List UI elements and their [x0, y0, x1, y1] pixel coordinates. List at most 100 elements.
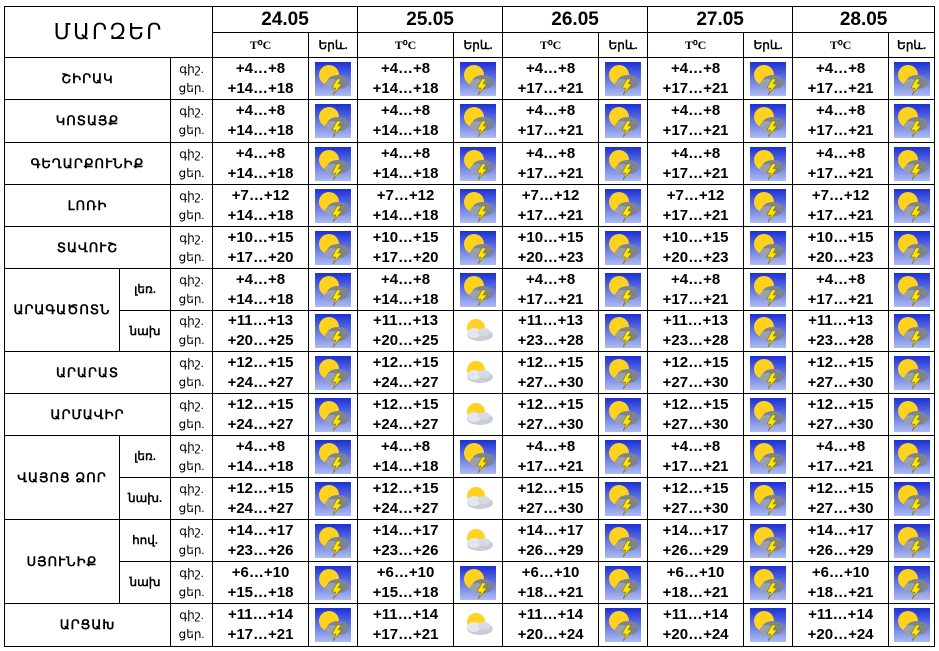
thunderstorm-sun-icon [605, 146, 642, 181]
thunderstorm-sun-icon [315, 230, 352, 265]
partly-cloudy-icon [460, 524, 496, 558]
temperature-cell: +14…+17 +26…+29 [792, 519, 890, 562]
time-of-day-labels: գիշ. ցեր. [169, 99, 214, 143]
thunderstorm-sun-icon [893, 188, 930, 223]
thunderstorm-sun-icon [893, 230, 930, 265]
weather-column-header: Երև. [888, 32, 936, 58]
night-label: գիշ. [179, 565, 204, 580]
temperature-cell: +12…+15 +27…+30 [792, 477, 890, 520]
night-label: գիշ. [179, 230, 204, 245]
temperature-cell: +7…+12 +14…+18 [212, 184, 310, 227]
temperature-cell: +4…+8 +17…+21 [792, 99, 890, 143]
thunderstorm-sun-icon [893, 104, 930, 138]
day-temperature: +15…+18 [227, 583, 294, 601]
weather-icon-cell [308, 142, 359, 185]
time-of-day-labels: գիշ. ցեր. [169, 477, 214, 520]
thunderstorm-sun-icon [315, 61, 352, 96]
night-temperature: +7…+12 [231, 186, 290, 204]
weather-icon-cell [453, 519, 504, 562]
day-temperature: +17…+21 [517, 164, 584, 182]
night-temperature: +10…+15 [372, 228, 439, 246]
time-of-day-labels: գիշ. ցեր. [169, 435, 214, 478]
weather-icon-cell [888, 99, 936, 143]
weather-icon-cell [453, 435, 504, 478]
night-temperature: +14…+17 [517, 521, 584, 539]
thunderstorm-sun-icon [315, 439, 352, 474]
weather-column-header: Երև. [743, 32, 794, 58]
weather-icon-cell [598, 268, 649, 311]
temperature-cell: +4…+8 +14…+18 [357, 57, 455, 100]
thunderstorm-sun-icon [460, 230, 497, 265]
day-temperature: +17…+21 [807, 79, 874, 97]
thunderstorm-sun-icon [605, 397, 642, 432]
weather-icon-cell [743, 519, 794, 562]
thunderstorm-sun-icon [893, 272, 930, 307]
temperature-cell: +11…+14 +20…+24 [792, 603, 890, 647]
temperature-cell: +6…+10 +18…+21 [792, 561, 890, 604]
thunderstorm-sun-icon [460, 104, 497, 138]
day-temperature: +24…+27 [372, 499, 439, 517]
date-header: 26.05 [502, 6, 649, 33]
night-temperature: +12…+15 [227, 395, 294, 413]
time-of-day-labels: գիշ. ցեր. [169, 142, 214, 185]
weather-icon-cell [743, 435, 794, 478]
day-temperature: +14…+18 [372, 164, 439, 182]
day-label: ցեր. [178, 80, 205, 95]
day-temperature: +27…+30 [662, 499, 729, 517]
temperature-cell: +12…+15 +24…+27 [357, 351, 455, 394]
weather-icon-cell [888, 268, 936, 311]
thunderstorm-sun-icon [750, 355, 787, 390]
weather-icon-cell [453, 184, 504, 227]
weather-icon-cell [308, 435, 359, 478]
thunderstorm-sun-icon [460, 439, 497, 474]
night-label: գիշ. [179, 146, 204, 161]
day-temperature: +27…+30 [517, 415, 584, 433]
weather-icon-cell [453, 226, 504, 269]
night-label: գիշ. [179, 314, 204, 328]
day-temperature: +15…+18 [372, 583, 439, 601]
day-temperature: +24…+27 [372, 415, 439, 433]
temperature-cell: +12…+15 +24…+27 [357, 477, 455, 520]
temperature-cell: +4…+8 +14…+18 [357, 435, 455, 478]
night-temperature: +12…+15 [807, 395, 874, 413]
weather-icon-cell [453, 99, 504, 143]
weather-icon-cell [308, 57, 359, 100]
day-temperature: +23…+26 [372, 541, 439, 559]
night-temperature: +11…+13 [373, 312, 439, 329]
region-name: ՍՅՈՒՆԻՔ [4, 519, 120, 604]
day-temperature: +27…+30 [662, 373, 729, 391]
weather-column-header: Երև. [308, 32, 359, 58]
subregion-label: լեռ. [119, 268, 171, 311]
thunderstorm-sun-icon [605, 439, 642, 474]
day-temperature: +24…+27 [227, 373, 294, 391]
night-label: գիշ. [179, 272, 204, 287]
day-temperature: +14…+18 [372, 290, 439, 308]
time-of-day-labels: գիշ. ցեր. [169, 519, 214, 562]
night-temperature: +7…+12 [811, 186, 870, 204]
weather-icon-cell [308, 268, 359, 311]
temperature-cell: +11…+14 +20…+24 [647, 603, 745, 647]
night-temperature: +4…+8 [815, 270, 866, 288]
thunderstorm-sun-icon [460, 565, 497, 600]
table-row: ԿՈՏԱՅՔ գիշ. ցեր. +4…+8 +14…+18 +4…+8 +14…+18 +4… [4, 99, 936, 143]
day-label: ցեր. [178, 123, 205, 137]
night-temperature: +4…+8 [670, 102, 721, 119]
weather-icon-cell [308, 519, 359, 562]
day-temperature: +24…+27 [227, 415, 294, 433]
time-of-day-labels: գիշ. ցեր. [169, 57, 214, 100]
weather-icon-cell [743, 57, 794, 100]
day-temperature: +17…+21 [662, 79, 729, 97]
weather-icon-cell [888, 561, 936, 604]
thunderstorm-sun-icon [605, 61, 642, 96]
table-row: ԱՐՄԱՎԻՐ գիշ. ցեր. +12…+15 +24…+27 +12…+15 +24…… [4, 393, 936, 436]
night-temperature: +6…+10 [666, 563, 725, 581]
time-of-day-labels: գիշ. ցեր. [169, 184, 214, 227]
night-temperature: +12…+15 [517, 353, 584, 371]
night-temperature: +4…+8 [525, 102, 576, 119]
temperature-cell: +10…+15 +20…+23 [502, 226, 600, 269]
temperature-cell: +4…+8 +17…+21 [502, 142, 600, 185]
thunderstorm-sun-icon [605, 188, 642, 223]
night-temperature: +11…+13 [808, 312, 874, 329]
day-temperature: +24…+27 [227, 499, 294, 517]
temperature-cell: +4…+8 +14…+18 [212, 268, 310, 311]
